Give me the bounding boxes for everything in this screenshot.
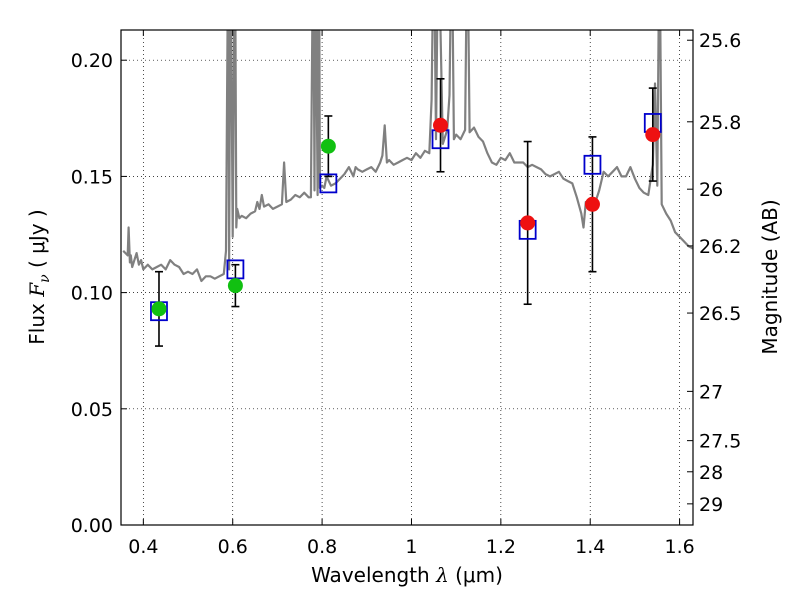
grid-lines xyxy=(121,30,693,525)
observed-flux-point xyxy=(645,127,661,143)
observed-flux-point xyxy=(433,117,449,133)
y-axis-label: Flux Fν ( μJy ) xyxy=(25,209,53,344)
model-spectrum-line xyxy=(122,30,693,283)
y2-tick-label: 28 xyxy=(699,462,723,484)
y-tick-label: 0.20 xyxy=(71,50,113,72)
y2-tick-label: 27.5 xyxy=(699,431,741,453)
x-axis-label: Wavelength λ (μm) xyxy=(311,563,503,587)
x-tick-label: 0.4 xyxy=(128,536,158,558)
y2-tick-label: 27 xyxy=(699,381,723,403)
x-tick-label: 1.6 xyxy=(664,536,694,558)
y-tick-label: 0.15 xyxy=(71,166,113,188)
y2-tick-label: 25.6 xyxy=(699,30,741,52)
axis-ticks: 0.4 0.6 0.8 1 1.2 1.4 1.6 0.00 0.05 0.10 0.15 0.20 2… xyxy=(71,30,741,558)
y2-tick-label: 29 xyxy=(699,494,723,516)
plot-frame xyxy=(120,29,694,526)
x-tick-label: 1.4 xyxy=(575,536,605,558)
y-tick-label: 0.10 xyxy=(71,283,113,305)
y-tick-label: 0.00 xyxy=(71,515,113,537)
x-tick-label: 1.2 xyxy=(486,536,516,558)
observed-flux-point xyxy=(520,215,536,231)
y2-axis-label: Magnitude (AB) xyxy=(758,199,782,354)
y-tick-label: 0.05 xyxy=(71,399,113,421)
observed-flux-point xyxy=(227,278,243,294)
x-tick-label: 0.8 xyxy=(307,536,337,558)
y2-tick-label: 26.5 xyxy=(699,303,741,325)
model-photometry-square xyxy=(583,154,602,175)
y2-tick-label: 25.8 xyxy=(699,112,741,134)
x-tick-label: 1 xyxy=(405,536,417,558)
model-photometry-square xyxy=(319,173,338,194)
model-spectrum-layer xyxy=(122,30,693,283)
observed-flux-point xyxy=(151,301,167,317)
observed-flux-point xyxy=(584,196,600,212)
observed-flux-point xyxy=(320,138,336,154)
y2-tick-label: 26 xyxy=(699,179,723,201)
y2-tick-label: 26.2 xyxy=(699,236,741,258)
data-points-layer xyxy=(150,78,662,347)
x-tick-label: 0.6 xyxy=(218,536,248,558)
